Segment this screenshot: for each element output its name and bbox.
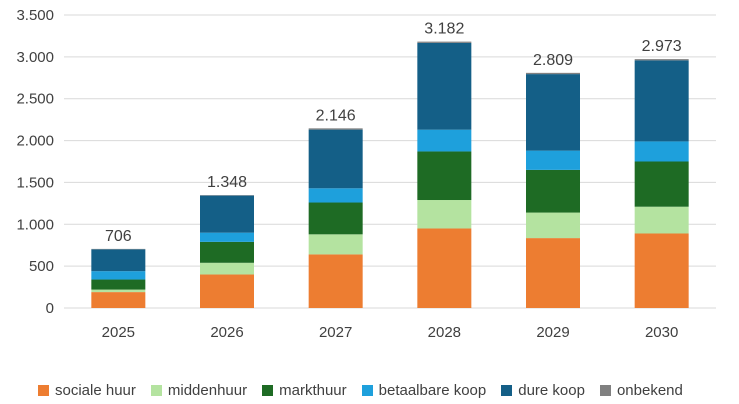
y-tick-label: 3.500 (16, 7, 54, 24)
legend-item: middenhuur (150, 382, 248, 399)
legend-swatch (38, 385, 49, 396)
bar-segment-dure-koop (91, 249, 146, 272)
bar-segment-onbekend (308, 128, 363, 130)
bar-segment-sociale-huur (417, 228, 472, 308)
bar-segment-middenhuur (526, 212, 580, 239)
legend-item: onbekend (599, 382, 683, 399)
bar-segment-betaalbare-koop (308, 188, 363, 203)
bar-segment-sociale-huur (308, 254, 363, 308)
bar-segment-middenhuur (91, 289, 146, 293)
x-tick-label: 2027 (319, 324, 352, 341)
bar-segment-dure-koop (308, 129, 363, 189)
legend-item: dure koop (501, 382, 585, 399)
x-axis-tick-labels: 2025 2026 2027 2028 2029 2030 (102, 324, 679, 341)
bar-segment-markthuur (526, 169, 580, 213)
legend-label: betaalbare koop (378, 382, 487, 399)
x-tick-label: 2030 (645, 324, 678, 341)
bars (91, 41, 689, 308)
legend-item: betaalbare koop (361, 382, 487, 399)
legend-swatch (599, 385, 611, 396)
x-tick-label: 2028 (428, 324, 461, 341)
bar-segment-onbekend (417, 41, 472, 43)
x-tick-label: 2029 (536, 324, 569, 341)
bar-segment-sociale-huur (200, 274, 254, 308)
bar-segment-markthuur (308, 202, 363, 235)
bar-segment-markthuur (417, 151, 472, 201)
bar-segment-sociale-huur (91, 292, 146, 308)
bar-segment-dure-koop (200, 195, 254, 233)
bar-segment-dure-koop (634, 60, 689, 142)
legend-label: onbekend (616, 382, 683, 399)
bar-segment-onbekend (634, 59, 689, 61)
bar-segment-markthuur (634, 161, 689, 207)
bar-segment-markthuur (200, 241, 254, 263)
bar-total-label: 706 (105, 228, 132, 245)
bar-segment-middenhuur (417, 200, 472, 229)
bar-total-label: 3.182 (424, 21, 464, 38)
y-tick-label: 500 (29, 258, 54, 275)
bar-segment-betaalbare-koop (200, 232, 254, 242)
x-tick-label: 2025 (102, 324, 135, 341)
legend-swatch (361, 385, 373, 396)
legend-swatch (501, 385, 513, 396)
y-tick-label: 2.500 (16, 91, 54, 108)
bar-segment-middenhuur (200, 262, 254, 275)
legend-item: sociale huur (38, 382, 136, 399)
legend-item: markthuur (262, 382, 347, 399)
bar-total-label: 1.348 (207, 174, 247, 191)
y-axis-tick-labels: 0 500 1.000 1.500 2.000 2.500 3.000 3.500 (16, 7, 54, 317)
bar-total-labels: 706 1.348 2.146 3.182 2.809 2.973 (105, 21, 682, 245)
bar-total-label: 2.973 (642, 38, 682, 55)
bar-segment-sociale-huur (634, 233, 689, 308)
legend-label: sociale huur (55, 382, 136, 399)
y-tick-label: 3.000 (16, 49, 54, 66)
bar-segment-betaalbare-koop (91, 271, 146, 280)
bar-total-label: 2.809 (533, 52, 573, 69)
bar-segment-middenhuur (308, 234, 363, 255)
y-tick-label: 2.000 (16, 133, 54, 150)
y-tick-label: 0 (46, 300, 54, 317)
legend: sociale huur middenhuur markthuur betaalbar… (38, 382, 683, 399)
legend-swatch (150, 385, 162, 396)
legend-label: middenhuur (167, 382, 248, 399)
x-tick-label: 2026 (210, 324, 243, 341)
y-tick-label: 1.000 (16, 216, 54, 233)
bar-total-label: 2.146 (316, 107, 356, 124)
legend-label: dure koop (518, 382, 585, 399)
bar-segment-betaalbare-koop (634, 141, 689, 162)
gridlines (64, 14, 716, 309)
legend-swatch (262, 385, 274, 396)
bar-segment-sociale-huur (526, 238, 580, 308)
bar-segment-dure-koop (417, 42, 472, 130)
legend-label: markthuur (279, 382, 347, 399)
bar-segment-betaalbare-koop (526, 150, 580, 170)
bar-segment-markthuur (91, 279, 146, 290)
bar-segment-middenhuur (634, 206, 689, 234)
bar-segment-dure-koop (526, 74, 580, 151)
bar-segment-betaalbare-koop (417, 129, 472, 152)
bar-segment-onbekend (526, 72, 580, 75)
y-tick-label: 1.500 (16, 174, 54, 191)
